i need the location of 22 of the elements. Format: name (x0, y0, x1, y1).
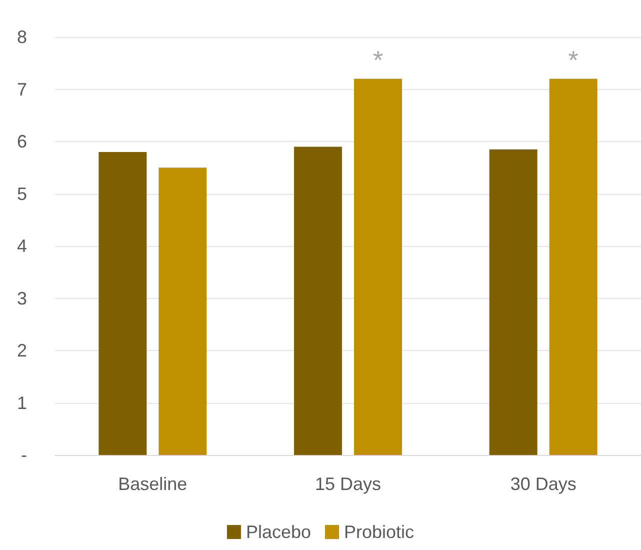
legend-label: Probiotic (344, 522, 414, 542)
y-tick-label: 7 (16, 79, 27, 100)
y-tick-label: 5 (16, 184, 27, 204)
bar (98, 152, 147, 455)
legend-label: Placebo (246, 522, 312, 542)
bar (294, 146, 342, 455)
bar (489, 149, 538, 455)
x-tick-label: 30 Days (510, 474, 576, 494)
bar (549, 78, 598, 455)
data-label: * (372, 44, 384, 75)
bar (158, 168, 207, 455)
x-tick-label: Baseline (118, 474, 188, 494)
y-tick-label: 1 (16, 392, 27, 413)
y-tick-label: 3 (16, 288, 27, 308)
y-tick-label: 6 (16, 132, 27, 152)
data-label: * (568, 44, 578, 75)
bar (354, 78, 402, 455)
x-tick-label: 15 Days (314, 474, 382, 494)
y-tick-label: 2 (16, 340, 27, 360)
y-tick-label: - (21, 445, 27, 465)
y-tick-label: 8 (16, 27, 27, 47)
y-tick-label: 4 (16, 236, 27, 256)
